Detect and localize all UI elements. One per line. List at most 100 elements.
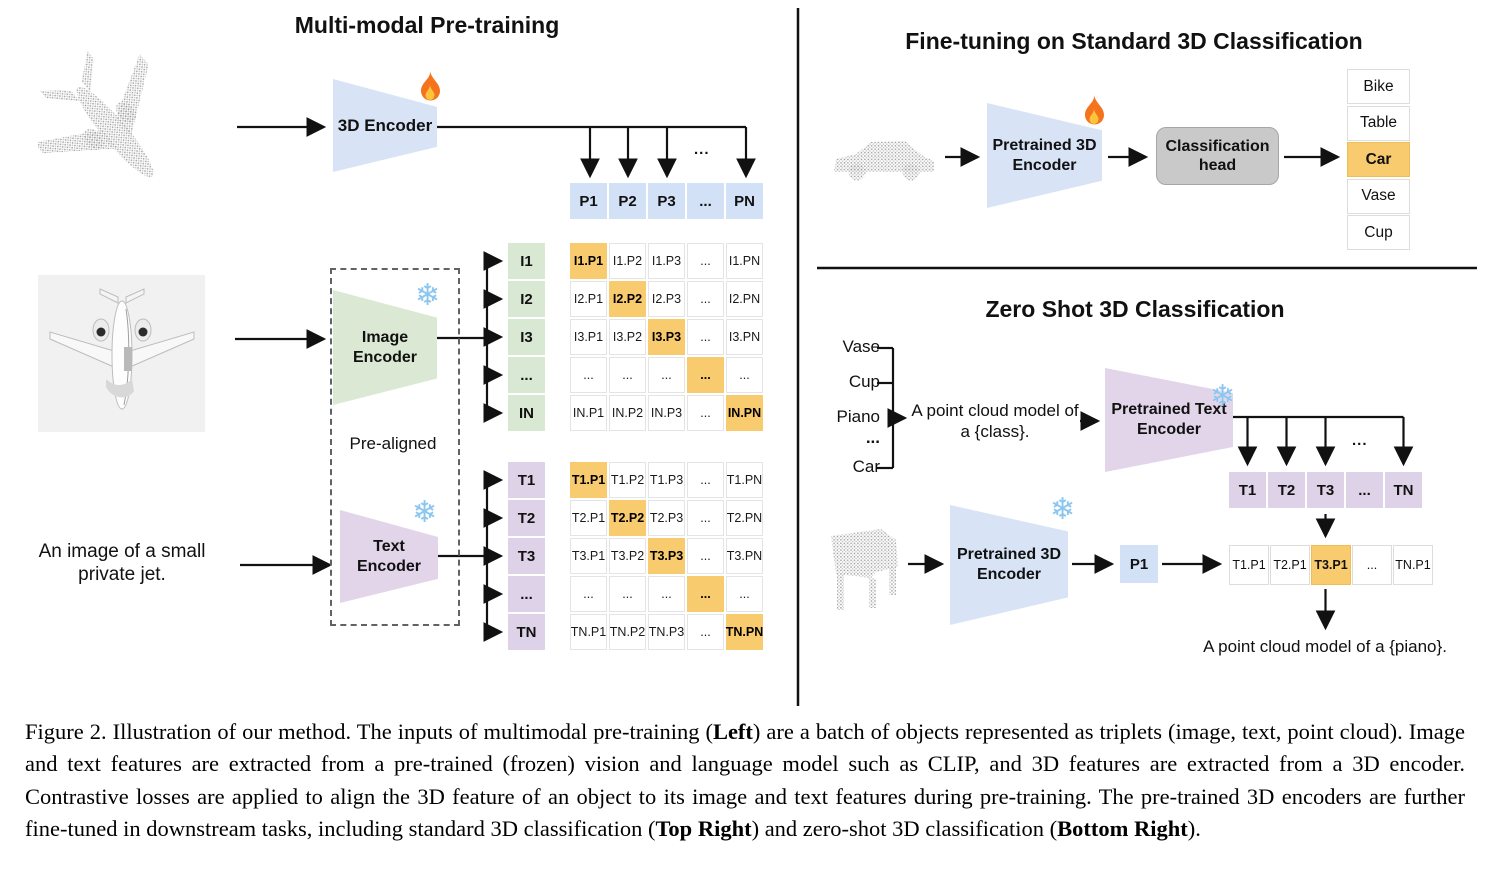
matrix-cell: ...	[648, 576, 685, 612]
matrix-cell: TN.P3	[648, 614, 685, 650]
t-cell: T3	[1307, 472, 1344, 508]
t-cell: T2	[508, 500, 545, 536]
t-cell: T1	[508, 462, 545, 498]
matrix-cell: IN.P2	[609, 395, 646, 431]
matrix-cell: ...	[609, 576, 646, 612]
t-cell: TN	[508, 614, 545, 650]
zeroshot-t-row: T1 T2 T3 ... TN	[1229, 472, 1422, 508]
i-cell: ...	[508, 357, 545, 393]
matrix-cell: ...	[570, 357, 607, 393]
text-encoder-label2: Encoder	[356, 557, 421, 575]
image-point-similarity-matrix: I1.P1 I1.P2 I1.P3 ... I1.PN I2.P1 I2.P2 …	[570, 243, 763, 431]
matrix-cell: T3.P2	[609, 538, 646, 574]
matrix-cell: TN.P1	[570, 614, 607, 650]
matrix-cell: I2.PN	[726, 281, 763, 317]
matrix-cell: ...	[687, 281, 724, 317]
pretrained-3d-encoder-label1: Pretrained 3D	[992, 136, 1097, 154]
classification-head-label1: Classification	[1165, 138, 1270, 155]
classification-head: Classification head	[1156, 127, 1279, 185]
piano-point-cloud	[831, 529, 898, 610]
t-cell: T1	[1229, 472, 1266, 508]
snowflake-icon: ❄	[415, 279, 441, 312]
image-encoder-label2: Encoder	[352, 348, 417, 366]
zeroshot-class-piano: Piano	[836, 407, 880, 426]
class-option: Vase	[1347, 178, 1410, 214]
p-feature-row: P1 P2 P3 ... PN	[570, 183, 763, 219]
p-cell: ...	[687, 183, 724, 219]
i-cell: I2	[508, 281, 545, 317]
fire-icon	[421, 71, 440, 101]
matrix-cell: T2.P1	[570, 500, 607, 536]
3d-encoder-label: 3D Encoder	[337, 115, 433, 135]
text-encoder-label1: Text	[373, 537, 405, 555]
p-cell: PN	[726, 183, 763, 219]
matrix-cell: T2.PN	[726, 500, 763, 536]
finetune-title: Fine-tuning on Standard 3D Classificatio…	[905, 28, 1363, 54]
snowflake-icon: ❄	[1210, 380, 1236, 413]
matrix-cell: ...	[687, 395, 724, 431]
matrix-cell: ...	[687, 243, 724, 279]
matrix-cell: ...	[687, 576, 724, 612]
p-cell: P2	[609, 183, 646, 219]
class-option-predicted: Car	[1347, 142, 1410, 177]
zeroshot-class-car: Car	[852, 457, 880, 476]
matrix-cell: ...	[609, 357, 646, 393]
t-cell: ...	[508, 576, 545, 612]
matrix-cell: I2.P1	[570, 281, 607, 317]
prompt-line2: a {class}.	[960, 422, 1030, 441]
zeroshot-similarity-row: T1.P1 T2.P1 T3.P1 ... TN.P1	[1229, 545, 1433, 585]
matrix-cell: I1.P2	[609, 243, 646, 279]
matrix-cell: T2.P3	[648, 500, 685, 536]
pretrain-title: Multi-modal Pre-training	[294, 12, 560, 38]
matrix-cell: T3.P1	[570, 538, 607, 574]
zeroshot-class-vase: Vase	[842, 337, 881, 356]
snowflake-icon: ❄	[1050, 493, 1076, 526]
zeroshot-arrows-ellipsis: ...	[1352, 432, 1368, 449]
matrix-cell: ...	[648, 357, 685, 393]
pretrained-3d-encoder-label2: Encoder	[1012, 156, 1077, 174]
tp-cell-max: T3.P1	[1311, 545, 1351, 585]
matrix-cell: ...	[726, 357, 763, 393]
text-point-similarity-matrix: T1.P1 T1.P2 T1.P3 ... T1.PN T2.P1 T2.P2 …	[570, 462, 763, 650]
image-feature-column: I1 I2 I3 ... IN	[508, 243, 545, 431]
tp-cell: T1.P1	[1229, 545, 1269, 585]
i-cell: IN	[508, 395, 545, 431]
prompt-line1: A point cloud model of	[911, 401, 1079, 420]
car-point-cloud	[834, 141, 934, 181]
matrix-cell: T1.P2	[609, 462, 646, 498]
matrix-cell: I1.PN	[726, 243, 763, 279]
zeroshot-class-ellipsis: ...	[865, 428, 880, 447]
class-option: Cup	[1347, 215, 1410, 250]
pretrain-arrows-ellipsis: ...	[694, 141, 710, 158]
p1-feature-cell: P1	[1120, 545, 1158, 583]
fire-icon	[1085, 95, 1104, 125]
matrix-cell: IN.PN	[726, 395, 763, 431]
class-option: Bike	[1347, 69, 1410, 104]
matrix-cell: IN.P3	[648, 395, 685, 431]
matrix-cell: T3.P3	[648, 538, 685, 574]
class-option: Table	[1347, 105, 1410, 141]
finetune-class-list: Bike Table Car Vase Cup	[1347, 69, 1410, 250]
p-cell: P3	[648, 183, 685, 219]
matrix-cell: ...	[687, 357, 724, 393]
matrix-cell: I3.P1	[570, 319, 607, 355]
tp-cell: ...	[1352, 545, 1392, 585]
airplane-point-cloud	[38, 50, 154, 178]
classification-head-label2: head	[1198, 157, 1237, 174]
t-cell: T2	[1268, 472, 1305, 508]
t-cell: TN	[1385, 472, 1422, 508]
pretrained-text-encoder-label1: Pretrained Text	[1111, 401, 1227, 418]
image-encoder-label1: Image	[361, 328, 409, 346]
prompt-template: A point cloud model of a {class}.	[905, 400, 1085, 442]
t-cell: ...	[1346, 472, 1383, 508]
pre-aligned-label: Pre-aligned	[349, 434, 437, 453]
matrix-cell: I3.P2	[609, 319, 646, 355]
figure-caption: Figure 2. Illustration of our method. Th…	[25, 719, 1465, 842]
i-cell: I3	[508, 319, 545, 355]
matrix-cell: ...	[687, 614, 724, 650]
tp-cell: TN.P1	[1393, 545, 1433, 585]
t-cell: T3	[508, 538, 545, 574]
pretrained-3d-encoder-label2: Encoder	[976, 566, 1041, 583]
zeroshot-class-cup: Cup	[848, 372, 880, 391]
